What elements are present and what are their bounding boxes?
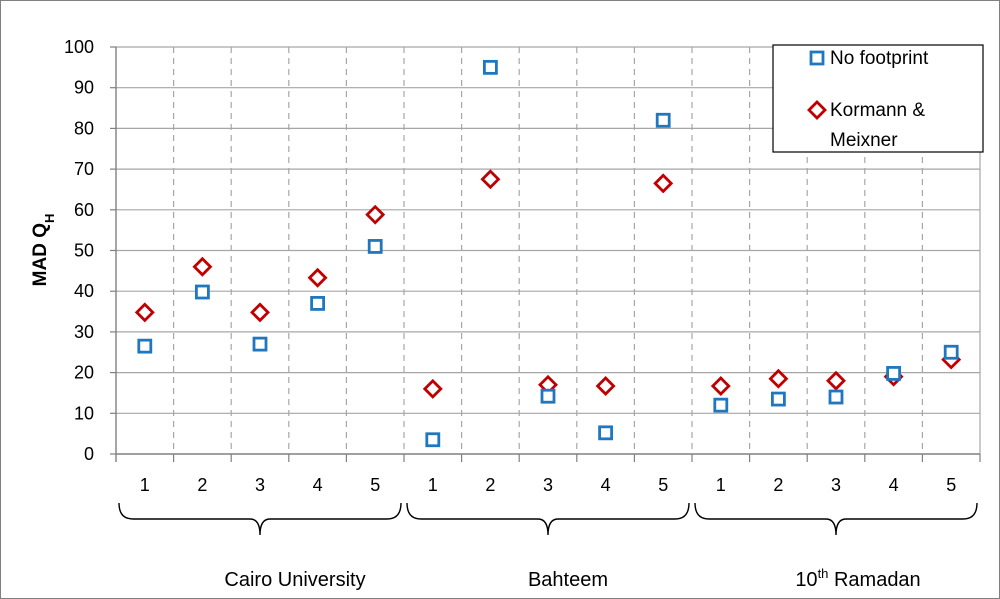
x-tick-label-0: 1: [140, 475, 150, 495]
x-tick-label-11: 2: [773, 475, 783, 495]
group-label-2: 10th Ramadan: [795, 566, 920, 591]
point-kormann-meixner-4: [365, 204, 386, 225]
group-label-1: Bahteem: [528, 569, 608, 591]
group-label-0: Cairo University: [224, 569, 365, 591]
x-tick-label-1: 2: [197, 475, 207, 495]
point-kormann-meixner-12: [826, 370, 846, 391]
x-tick-labels: 1 2 3 4 5 1 2 3 4 5 1 2 3 4 5: [140, 475, 956, 495]
group-brace-2: [694, 502, 978, 536]
point-no-footprint-13: [886, 366, 901, 381]
point-no-footprint-2: [252, 336, 268, 352]
group-brace-1: [406, 502, 690, 536]
x-tick-label-5: 1: [428, 475, 438, 495]
point-kormann-meixner-3: [307, 267, 328, 288]
legend-marker-kormann-meixner: [807, 100, 827, 120]
point-kormann-meixner-11: [768, 368, 789, 389]
point-no-footprint-6: [482, 59, 498, 75]
y-tick-label-1: 10: [74, 403, 94, 423]
x-tick-label-12: 3: [831, 475, 841, 495]
x-tick-label-2: 3: [255, 475, 265, 495]
point-no-footprint-1: [194, 284, 210, 300]
point-kormann-meixner-0: [134, 302, 155, 323]
data-points: [134, 59, 962, 448]
y-tick-label-2: 20: [74, 363, 94, 383]
y-tick-label-10: 100: [64, 37, 94, 57]
point-no-footprint-8: [598, 425, 613, 441]
y-tick-labels: 0 10 20 30 40 50 60 70 80 90 100: [64, 37, 94, 464]
point-no-footprint-10: [713, 397, 729, 413]
legend-marker-no-footprint: [809, 50, 825, 66]
point-no-footprint-0: [137, 338, 153, 354]
point-no-footprint-3: [310, 296, 326, 311]
point-no-footprint-12: [828, 389, 844, 405]
point-no-footprint-5: [425, 432, 441, 448]
group-brace-0: [118, 502, 402, 536]
point-no-footprint-14: [943, 344, 959, 360]
legend-label-kormann-meixner-line2: Meixner: [830, 130, 898, 151]
legend-box: [772, 44, 984, 153]
point-kormann-meixner-8: [595, 376, 616, 397]
point-kormann-meixner-9: [653, 173, 674, 194]
y-tick-label-7: 70: [74, 159, 94, 179]
x-tick-label-10: 1: [716, 475, 726, 495]
y-tick-label-9: 90: [74, 78, 94, 98]
point-kormann-meixner-5: [422, 378, 443, 399]
legend: No footprint Kormann & Meixner: [772, 44, 984, 153]
point-kormann-meixner-6: [480, 169, 501, 190]
group-braces: [118, 502, 978, 536]
x-tick-label-3: 4: [313, 475, 323, 495]
y-axis-title: MAD QH: [30, 214, 57, 287]
axes: [110, 46, 981, 462]
point-kormann-meixner-10: [710, 376, 731, 397]
legend-label-no-footprint: No footprint: [830, 48, 929, 69]
x-tick-label-13: 4: [889, 475, 899, 495]
point-kormann-meixner-1: [192, 256, 213, 277]
x-tick-label-4: 5: [370, 475, 380, 495]
group-labels: Cairo University Bahteem 10th Ramadan: [224, 566, 920, 591]
y-tick-label-5: 50: [74, 241, 94, 261]
y-tick-label-3: 30: [74, 322, 94, 342]
point-kormann-meixner-2: [250, 302, 270, 323]
x-tick-label-7: 3: [543, 475, 553, 495]
y-tick-label-6: 60: [74, 200, 94, 220]
y-tick-label-8: 80: [74, 118, 94, 138]
x-tick-label-9: 5: [658, 475, 668, 495]
horizontal-gridlines: [116, 46, 980, 414]
point-no-footprint-11: [771, 391, 786, 407]
x-tick-label-6: 2: [485, 475, 495, 495]
point-no-footprint-7: [540, 388, 556, 404]
y-tick-label-4: 40: [74, 281, 94, 301]
y-tick-label-0: 0: [84, 444, 94, 464]
point-no-footprint-4: [367, 239, 383, 254]
legend-label-kormann-meixner-line1: Kormann &: [830, 100, 925, 121]
point-no-footprint-9: [655, 112, 671, 128]
x-tick-label-8: 4: [601, 475, 611, 495]
x-tick-label-14: 5: [946, 475, 956, 495]
